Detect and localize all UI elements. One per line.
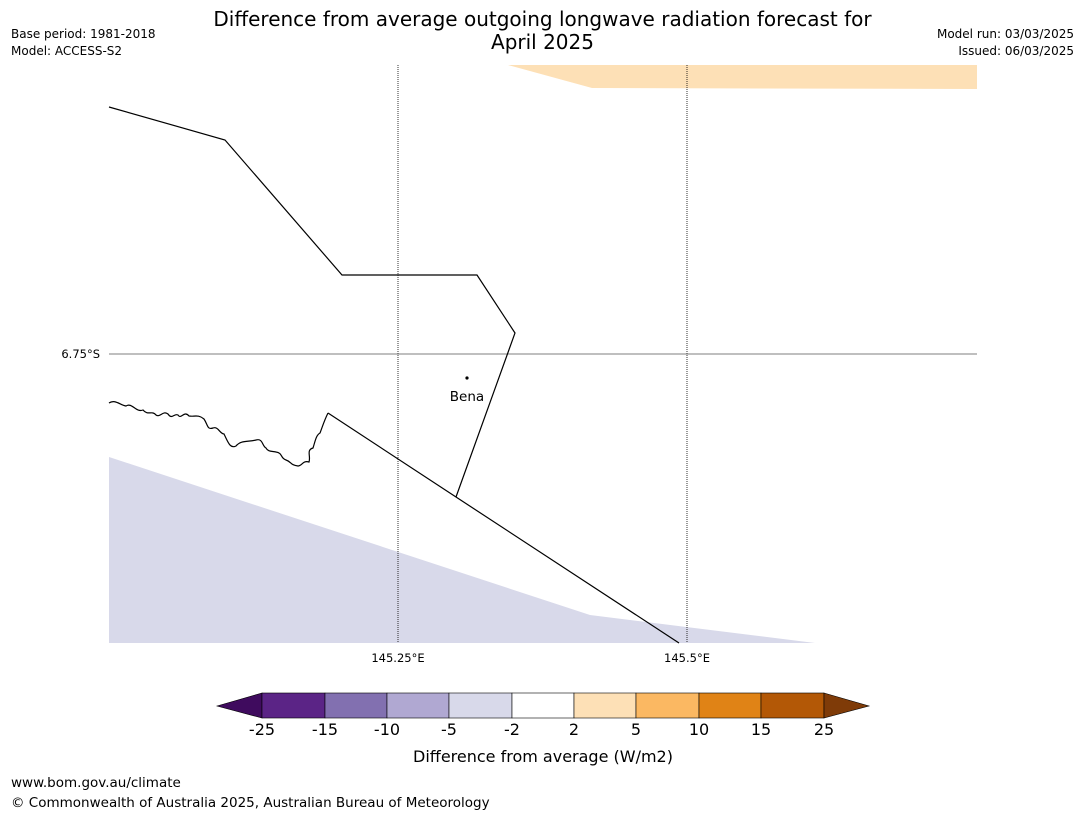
lon-label-2: 145.5°E	[664, 651, 710, 665]
lat-label: 6.75°S	[61, 347, 100, 361]
colorbar-label: Difference from average (W/m2)	[413, 747, 673, 766]
footer-url: www.bom.gov.au/climate	[11, 775, 181, 791]
colorbar-swatch-4	[448, 692, 513, 719]
lon-label-1: 145.25°E	[371, 651, 424, 665]
colorbar-extend-low	[215, 692, 263, 719]
colorbar-tick-6: 2	[569, 720, 579, 739]
colorbar-tick-8: 10	[689, 720, 709, 739]
province-boundary-north	[108, 106, 516, 498]
issued-date: Issued: 06/03/2025	[958, 44, 1074, 58]
colorbar-swatch-7	[635, 692, 700, 719]
colorbar-tick-9: 15	[751, 720, 771, 739]
colorbar-tick-2: -15	[312, 720, 338, 739]
colorbar-swatch-1	[261, 692, 326, 719]
base-period: Base period: 1981-2018	[11, 27, 156, 41]
colorbar	[215, 692, 871, 719]
negative-anomaly-area	[109, 457, 815, 643]
colorbar-tick-4: -5	[441, 720, 457, 739]
colorbar-extend-high	[823, 692, 871, 719]
colorbar-swatch-9	[760, 692, 825, 719]
colorbar-swatch-6	[573, 692, 637, 719]
river-boundary	[108, 401, 329, 467]
title-line-1: Difference from average outgoing longwav…	[213, 7, 872, 31]
colorbar-tick-7: 5	[631, 720, 641, 739]
title-line-2: April 2025	[491, 30, 594, 54]
bena-marker	[465, 376, 469, 380]
colorbar-tick-10: 25	[814, 720, 834, 739]
meta-right: Model run: 03/03/2025 Issued: 06/03/2025	[937, 26, 1074, 60]
meta-left: Base period: 1981-2018 Model: ACCESS-S2	[11, 26, 156, 60]
bena-label: Bena	[450, 389, 484, 405]
colorbar-tick-1: -25	[249, 720, 275, 739]
map-title: Difference from average outgoing longwav…	[0, 8, 1085, 54]
footer-copyright: © Commonwealth of Australia 2025, Austra…	[11, 795, 490, 811]
colorbar-swatch-2	[324, 692, 388, 719]
colorbar-swatch-3	[386, 692, 450, 719]
colorbar-tick-5: -2	[504, 720, 520, 739]
province-boundary-south	[327, 412, 680, 644]
colorbar-tick-3: -10	[374, 720, 400, 739]
model-run: Model run: 03/03/2025	[936, 27, 1074, 41]
positive-anomaly-area	[508, 65, 977, 89]
colorbar-swatch-5	[511, 692, 575, 719]
model-name: Model: ACCESS-S2	[11, 44, 123, 58]
colorbar-swatch-8	[698, 692, 762, 719]
